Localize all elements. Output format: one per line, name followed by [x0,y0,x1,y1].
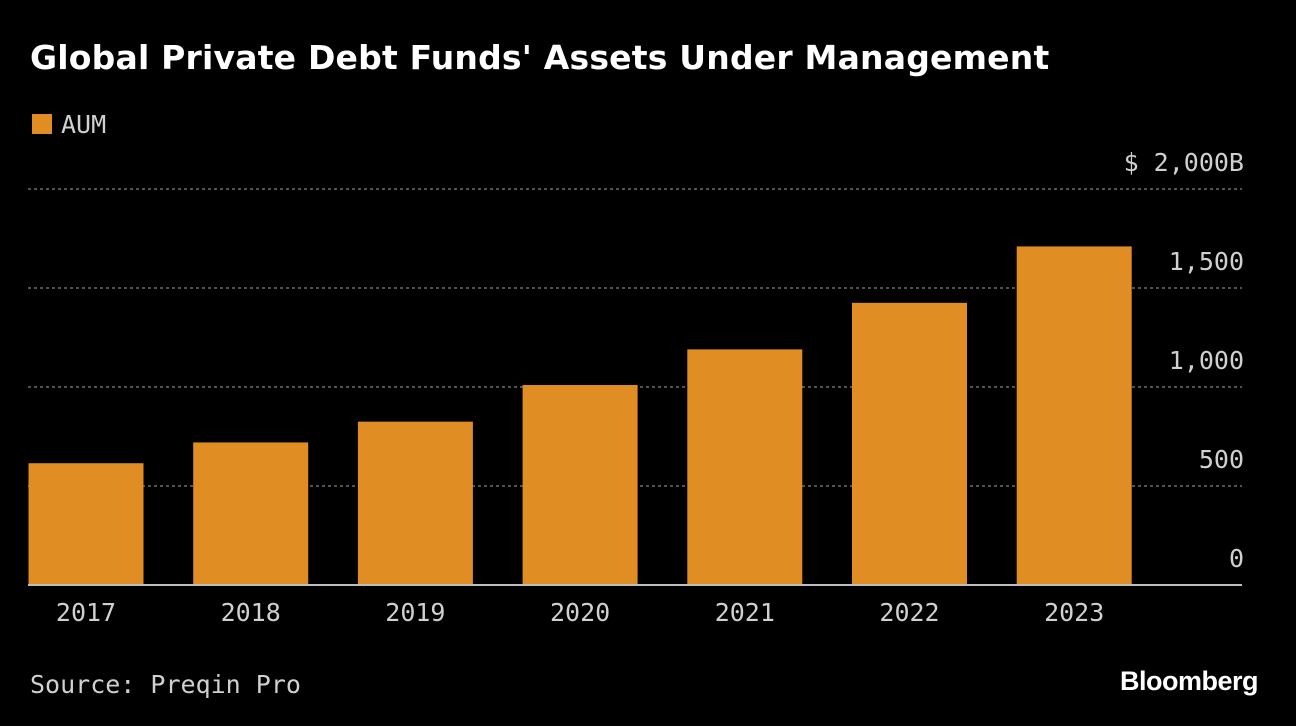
bar-2017 [28,463,144,585]
x-tick-label-2021: 2021 [715,598,775,627]
y-tick-label: 1,000 [1169,346,1244,375]
x-tick-label-2018: 2018 [221,598,281,627]
x-tick-label-2017: 2017 [56,598,116,627]
chart-legend: AUM [32,108,106,140]
x-tick-labels: 2017 2018 2019 2020 2021 2022 2023 [56,598,1104,627]
y-tick-label: 1,500 [1169,247,1244,276]
bar-2018 [193,442,309,585]
bars [28,246,1132,586]
x-tick-label-2023: 2023 [1044,598,1104,627]
legend-swatch-aum [32,114,52,134]
x-tick-label-2022: 2022 [879,598,939,627]
source-note: Source: Preqin Pro [30,670,301,699]
legend-label-aum: AUM [61,109,107,139]
y-tick-label: 500 [1199,445,1244,474]
bar-2023 [1016,246,1132,586]
bloomberg-logo: Bloomberg [1119,666,1259,696]
y-tick-labels: 0 500 1,000 1,500 $ 2,000B [1124,148,1244,573]
chart-title: Global Private Debt Funds' Assets Under … [30,38,1050,77]
x-tick-label-2020: 2020 [550,598,610,627]
bar-2019 [357,421,473,585]
y-tick-label: 0 [1229,544,1244,573]
bar-2020 [522,385,638,585]
bar-2022 [852,302,967,585]
bar-2021 [687,349,803,585]
y-tick-label: $ 2,000B [1124,148,1244,177]
x-tick-label-2019: 2019 [385,598,445,627]
